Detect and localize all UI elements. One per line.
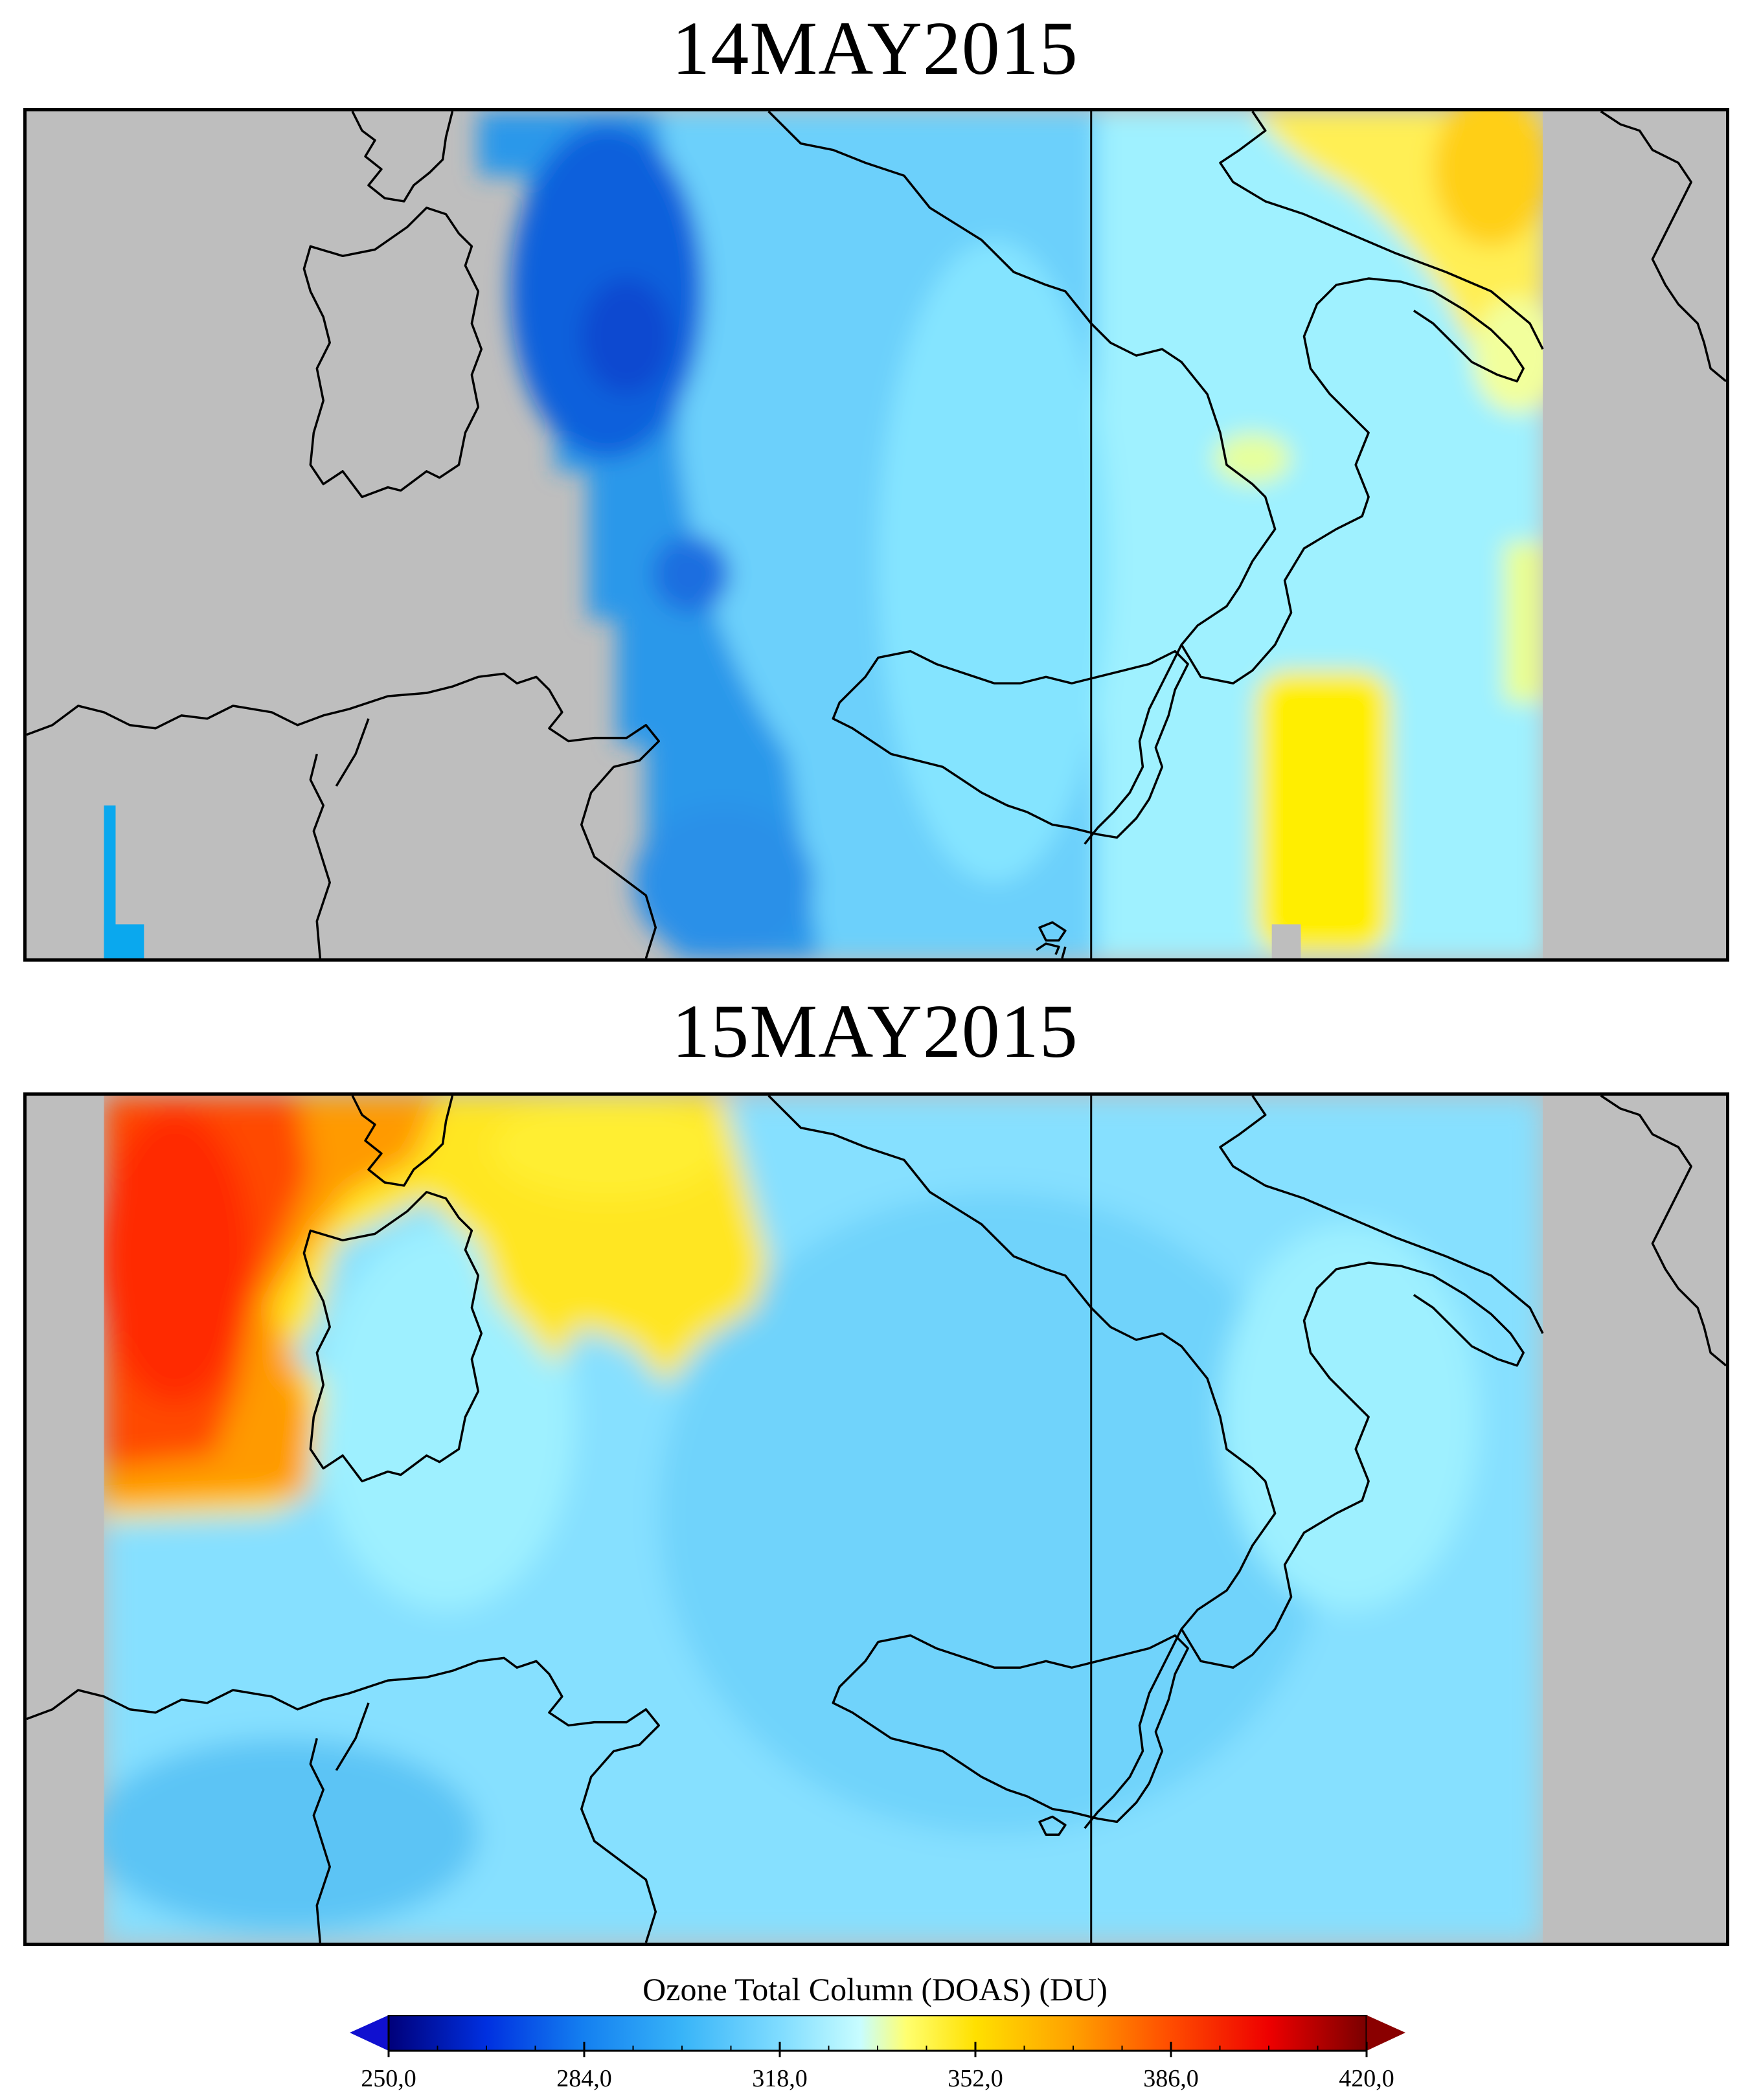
colorbar-tick-label: 284,0 <box>556 2065 612 2092</box>
sicily-coast <box>832 1634 1189 1823</box>
missing-data-west <box>27 1096 104 1943</box>
colorbar: 250,0 284,0 318,0 352,0 386,0 420,0 <box>350 2015 1405 2092</box>
balkan-coast <box>1600 1096 1726 1367</box>
ozone-map-panel-2 <box>23 1092 1729 1946</box>
malta-island <box>1038 1815 1067 1836</box>
algeria-border <box>335 718 370 787</box>
coastlines-1 <box>27 111 1726 958</box>
adriatic-coast <box>1219 1096 1544 1334</box>
ozone-map-1 <box>27 111 1726 958</box>
malta-island <box>1038 921 1067 942</box>
algeria-border <box>335 1702 370 1771</box>
colorbar-tick-label: 318,0 <box>752 2065 808 2092</box>
sardinia-coast <box>302 1191 483 1483</box>
north-africa-coast <box>27 1656 661 1943</box>
coastlines-2 <box>27 1096 1726 1943</box>
colorbar-gradient <box>387 2015 1368 2052</box>
corsica-coast <box>351 111 454 203</box>
calabria-coast <box>1180 1261 1525 1669</box>
italy-coast <box>767 111 1277 845</box>
malta-coast <box>1036 942 1067 958</box>
italy-coast <box>767 1096 1277 1829</box>
panel-title-2: 15MAY2015 <box>672 989 1078 1074</box>
colorbar-ticks: 250,0 284,0 318,0 352,0 386,0 420,0 <box>361 2042 1394 2092</box>
colorbar-under-arrow <box>350 2015 389 2051</box>
ozone-map-2 <box>27 1096 1726 1943</box>
tunisia-border <box>309 1737 331 1943</box>
data-strip-west <box>104 805 116 958</box>
balkan-coast <box>1600 111 1726 383</box>
colorbar-title: Ozone Total Column (DOAS) (DU) <box>642 1971 1108 2007</box>
sicily-coast <box>832 649 1189 839</box>
corsica-coast <box>351 1096 454 1187</box>
colorbar-over-arrow <box>1367 2015 1405 2051</box>
panel-title-1: 14MAY2015 <box>672 6 1078 91</box>
ozone-field-1 <box>478 111 1562 958</box>
missing-data-step <box>1543 1096 1578 1186</box>
colorbar-tick-label: 250,0 <box>361 2065 416 2092</box>
calabria-coast <box>1180 277 1525 684</box>
ozone-map-panel-1 <box>23 108 1729 962</box>
colorbar-tick-label: 420,0 <box>1339 2065 1394 2092</box>
colorbar-tick-label: 352,0 <box>948 2065 1003 2092</box>
data-strip-west-base <box>104 924 144 958</box>
missing-data-pixel <box>1271 924 1301 958</box>
sardinia-coast <box>302 207 483 499</box>
missing-data-east <box>1543 111 1726 958</box>
north-africa-coast <box>27 672 661 958</box>
adriatic-coast <box>1219 111 1544 350</box>
colorbar-tick-label: 386,0 <box>1143 2065 1199 2092</box>
missing-data-east <box>1543 1096 1726 1943</box>
tunisia-border <box>309 753 331 958</box>
ozone-field-2 <box>91 1096 1543 1943</box>
